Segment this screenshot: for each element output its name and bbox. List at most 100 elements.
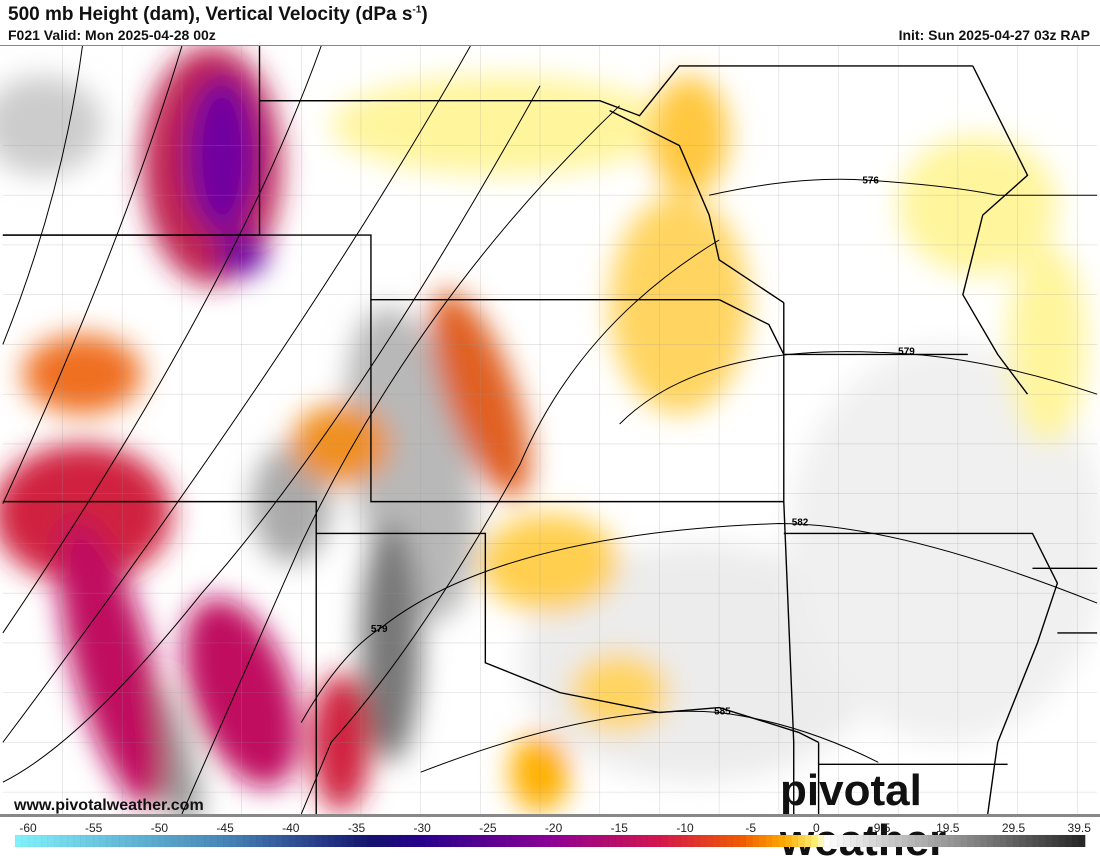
colorbar-swatch [712, 834, 721, 848]
colorbar-swatch [641, 834, 649, 848]
colorbar-swatch [849, 834, 858, 848]
colorbar-swatch [595, 834, 603, 848]
colorbar-swatch [1071, 834, 1079, 848]
colorbar-swatch [843, 834, 851, 848]
colorbar-swatch [471, 834, 479, 848]
colorbar-swatch [334, 834, 342, 848]
colorbar-swatch [934, 834, 942, 848]
colorbar-swatch [34, 834, 42, 848]
colorbar-swatch [497, 834, 505, 848]
colorbar-swatch [425, 834, 434, 848]
colorbar-swatch [393, 834, 401, 848]
colorbar-swatch [386, 834, 394, 848]
colorbar-swatch [1039, 834, 1047, 848]
colorbar-swatch [588, 834, 597, 848]
colorbar-swatch [67, 834, 75, 848]
colorbar-tick-label: 29.5 [1002, 821, 1026, 835]
colorbar-swatch [667, 834, 675, 848]
website-url: www.pivotalweather.com [14, 797, 204, 814]
colorbar-swatch [980, 834, 988, 848]
colorbar-swatch [308, 834, 316, 848]
valid-time: F021 Valid: Mon 2025-04-28 00z [8, 27, 216, 43]
colorbar-swatch [491, 834, 499, 848]
colorbar-swatch [138, 834, 146, 848]
county-lines [2, 46, 1098, 814]
colorbar-swatch [673, 834, 681, 848]
colorbar-swatch [484, 834, 492, 848]
colorbar-swatch [243, 834, 251, 848]
colorbar-swatch [99, 834, 107, 848]
colorbar-tick-label: -5 [745, 821, 756, 835]
colorbar-swatch [269, 834, 277, 848]
colorbar-swatch [373, 834, 381, 848]
colorbar-swatch [321, 834, 329, 848]
colorbar-swatch [582, 834, 590, 848]
colorbar-swatch [628, 834, 636, 848]
colorbar-swatch [347, 834, 355, 848]
colorbar-swatch [830, 834, 838, 848]
colorbar-swatch [210, 834, 218, 848]
colorbar-swatch [752, 834, 760, 848]
contour-labels: 576 579 579 582 585 [371, 175, 915, 717]
colorbar-swatch [902, 834, 910, 848]
colorbar-swatch [360, 834, 368, 848]
colorbar-swatch [367, 834, 375, 848]
colorbar-swatch [973, 834, 982, 848]
colorbar-swatch [419, 834, 427, 848]
colorbar-swatch [145, 834, 153, 848]
colorbar-swatch [908, 834, 916, 848]
colorbar-swatch [928, 834, 936, 848]
colorbar-swatch [739, 834, 747, 848]
title-superscript: -1 [412, 4, 422, 16]
contour-label: 576 [862, 175, 879, 186]
colorbar-swatch [112, 834, 120, 848]
colorbar-swatch [1058, 834, 1066, 848]
weather-map: 576 579 579 582 585 [0, 45, 1100, 817]
colorbar-swatch [184, 834, 192, 848]
map-title: 500 mb Height (dam), Vertical Velocity (… [8, 4, 428, 26]
colorbar-swatch [478, 834, 486, 848]
colorbar-swatch [119, 834, 127, 848]
colorbar-swatch [158, 834, 166, 848]
colorbar-swatch [745, 834, 753, 848]
colorbar-swatch [654, 834, 662, 848]
colorbar-swatch [608, 834, 616, 848]
colorbar-swatch [406, 834, 414, 848]
colorbar-swatch [856, 834, 864, 848]
colorbar-swatch [432, 834, 440, 848]
colorbar-swatch [960, 834, 969, 848]
colorbar-tick-label: -35 [348, 821, 366, 835]
colorbar-swatch [47, 834, 55, 848]
colorbar-swatch [836, 834, 845, 848]
colorbar-swatch [543, 834, 551, 848]
colorbar-swatch [797, 834, 805, 848]
colorbar-swatch [569, 834, 577, 848]
contour-label: 579 [898, 346, 915, 357]
colorbar-swatch [791, 834, 799, 848]
colorbar-swatch [1013, 834, 1021, 848]
colorbar-swatch [438, 834, 447, 848]
colorbar-swatch [993, 834, 1001, 848]
colorbar-swatch [921, 834, 929, 848]
colorbar-swatch [823, 834, 831, 848]
colorbar-swatch [177, 834, 186, 848]
colorbar-swatch [380, 834, 388, 848]
colorbar-swatch [810, 834, 818, 848]
contour-label: 579 [371, 624, 388, 635]
colorbar-swatch [615, 834, 623, 848]
colorbar-swatch [458, 834, 466, 848]
colorbar-swatch [732, 834, 740, 848]
colorbar-swatch [106, 834, 114, 848]
colorbar-swatch [399, 834, 407, 848]
colorbar-swatch [602, 834, 610, 848]
colorbar-swatch [784, 834, 792, 848]
colorbar-swatch [765, 834, 773, 848]
colorbar-tick-label: -30 [414, 821, 432, 835]
colorbar-swatch [73, 834, 81, 848]
colorbar-tick-label: 39.5 [1068, 821, 1092, 835]
colorbar-swatch [27, 834, 36, 848]
colorbar-swatch [14, 834, 22, 848]
colorbar-swatch [915, 834, 923, 848]
init-time: Init: Sun 2025-04-27 03z RAP [898, 27, 1090, 43]
colorbar-swatch [249, 834, 257, 848]
